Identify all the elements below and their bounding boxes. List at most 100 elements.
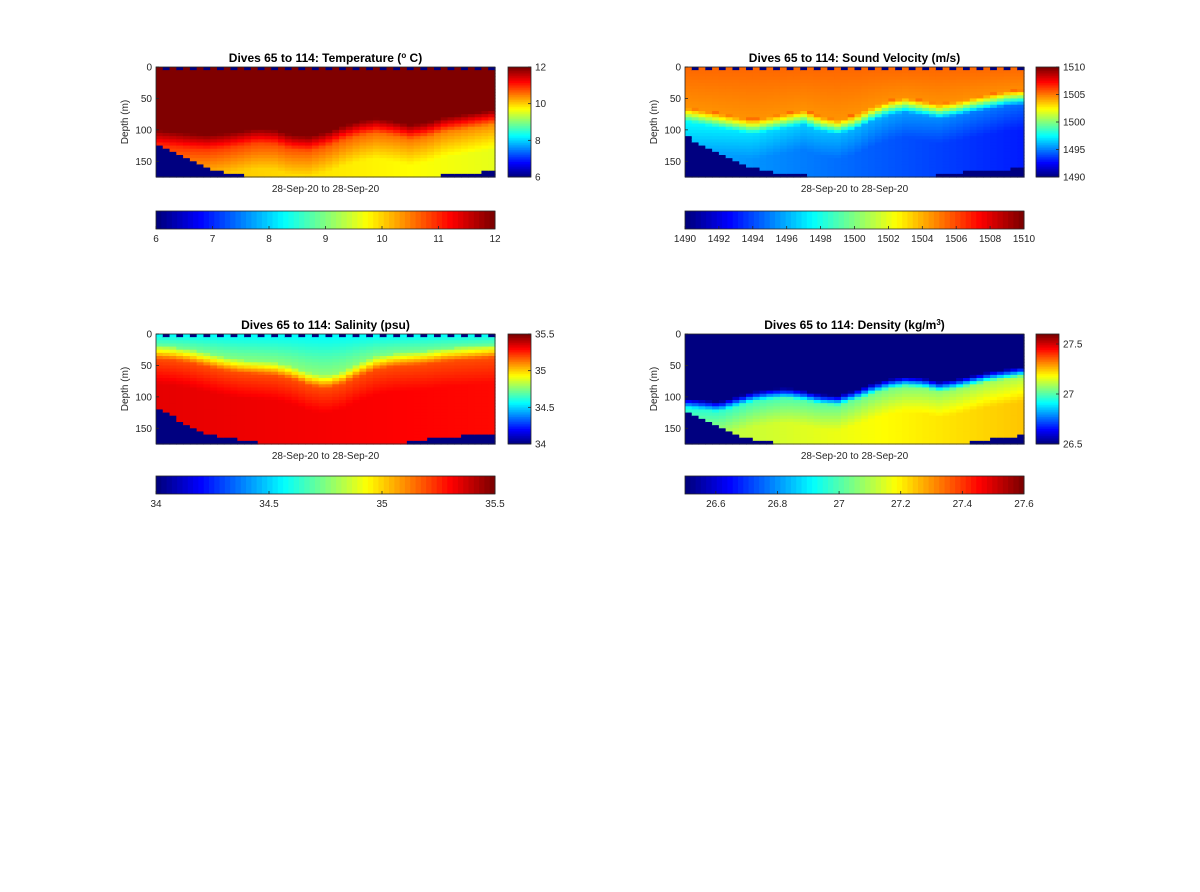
heatmap-cell [169, 400, 177, 404]
heatmap-cell [359, 164, 367, 169]
heatmap-cell [413, 155, 422, 159]
heatmap-cell [474, 89, 483, 93]
colorbar-swatch [508, 115, 531, 118]
heatmap-cell [427, 73, 435, 78]
heatmap-cell [345, 381, 354, 385]
heatmap-cell [956, 148, 964, 153]
heatmap-cell [874, 158, 883, 162]
heatmap-cell [244, 123, 252, 128]
heatmap-cell [901, 136, 910, 140]
heatmap-cell [847, 76, 856, 81]
heatmap-cell [223, 406, 232, 411]
heatmap-cell [996, 158, 1005, 162]
heatmap-cell [1003, 98, 1012, 103]
heatmap-cell [223, 158, 232, 162]
heatmap-cell [257, 73, 266, 78]
heatmap-cell [691, 167, 700, 172]
heatmap-cell [332, 148, 340, 153]
heatmap-cell [732, 142, 740, 147]
heatmap-cell [447, 151, 455, 156]
colorbar-swatch [309, 211, 316, 229]
heatmap-cell [969, 98, 978, 103]
colorbar-swatch [299, 211, 305, 229]
heatmap-cell [807, 129, 815, 134]
heatmap-cell [488, 79, 496, 84]
heatmap-cell [840, 164, 849, 169]
heatmap-cell [759, 95, 767, 100]
heatmap-cell [854, 148, 862, 153]
heatmap-cell [291, 346, 299, 351]
heatmap-cell [834, 82, 842, 87]
heatmap-cell [793, 98, 801, 103]
heatmap-cell [691, 139, 700, 144]
heatmap-cell [156, 437, 164, 442]
heatmap-cell [332, 129, 340, 134]
heatmap-cell [969, 82, 978, 87]
heatmap-cell [366, 440, 374, 445]
heatmap-cell [881, 120, 889, 125]
heatmap-cell [298, 98, 306, 103]
heatmap-cell [807, 89, 815, 93]
heatmap-cell [352, 170, 360, 175]
heatmap-cell [352, 418, 360, 423]
heatmap-cell [915, 114, 923, 118]
heatmap-cell [345, 161, 354, 166]
heatmap-cell [237, 104, 245, 109]
heatmap-cell [440, 101, 449, 106]
colorbar-swatch [219, 211, 226, 229]
colorbar-swatch [690, 211, 697, 229]
heatmap-cell [230, 371, 238, 376]
heatmap-cell [271, 418, 279, 423]
heatmap-cell [305, 111, 313, 115]
heatmap-cell [284, 158, 293, 162]
colorbar-swatch [489, 211, 496, 229]
heatmap-cell [474, 76, 483, 81]
heatmap-cell [413, 126, 422, 131]
heatmap-cell [196, 111, 205, 115]
heatmap-cell [983, 136, 991, 140]
heatmap-cell [766, 76, 774, 81]
heatmap-cell [237, 390, 245, 395]
heatmap-cell [196, 371, 205, 376]
heatmap-cell [210, 412, 218, 417]
heatmap-cell [800, 107, 808, 112]
heatmap-cell [298, 170, 306, 175]
heatmap-cell [800, 139, 808, 144]
heatmap-cell [244, 349, 252, 354]
heatmap-cell [881, 161, 889, 166]
heatmap-cell [447, 142, 455, 147]
heatmap-cell [352, 107, 360, 112]
heatmap-cell [739, 73, 747, 78]
heatmap-cell [908, 129, 917, 134]
heatmap-cell [983, 123, 991, 128]
heatmap-cell [433, 107, 442, 112]
heatmap-cell [298, 133, 306, 137]
heatmap-cell [766, 120, 774, 125]
heatmap-cell [467, 142, 476, 147]
heatmap-cell [698, 142, 706, 147]
heatmap-cell [474, 123, 483, 128]
heatmap-cell [990, 148, 998, 153]
heatmap-cell [318, 346, 327, 351]
heatmap-cell [305, 164, 313, 169]
heatmap-cell [250, 434, 259, 439]
heatmap-cell [162, 390, 171, 395]
heatmap-cell [372, 95, 381, 100]
heatmap-cell [400, 114, 408, 118]
heatmap-cell [413, 142, 422, 147]
heatmap-cell [210, 120, 218, 125]
heatmap-cell [250, 142, 259, 147]
heatmap-cell [176, 409, 184, 414]
heatmap-cell [352, 89, 360, 93]
heatmap-cell [183, 403, 191, 407]
colorbar-swatch [420, 211, 427, 229]
heatmap-cell [325, 396, 333, 401]
heatmap-cell [318, 139, 327, 144]
heatmap-cell [786, 79, 795, 84]
heatmap-cell [352, 387, 360, 392]
heatmap-cell [813, 139, 822, 144]
heatmap-cell [759, 161, 767, 166]
heatmap-cell [359, 139, 367, 144]
heatmap-cell [257, 133, 266, 137]
heatmap-cell [156, 387, 164, 392]
